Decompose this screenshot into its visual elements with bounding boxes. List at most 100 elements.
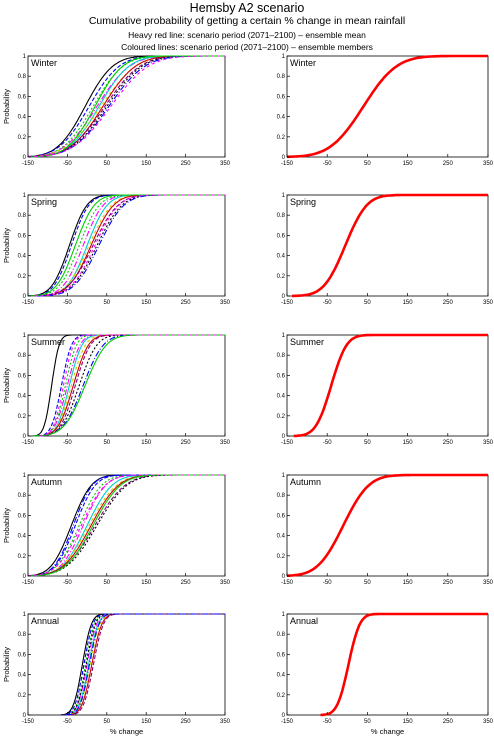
x-tick-label-autumn-members-150: 150: [141, 580, 152, 586]
x-tick-label-annual-mean-50: 50: [364, 719, 371, 725]
y-tick-label-summer-mean-0: 0: [282, 434, 286, 440]
y-tick-label-summer-mean-2: 0.4: [277, 394, 286, 400]
y-tick-label-autumn-members-2: 0.4: [18, 534, 27, 540]
x-tick-label-winter-mean-350: 350: [483, 161, 494, 167]
series-line-spring-members-11: [34, 194, 225, 297]
series-line-winter-members-9: [27, 55, 225, 158]
y-tick-label-annual-members-4: 0.8: [18, 632, 27, 638]
season-label-annual-members: Annual: [31, 616, 59, 626]
season-label-autumn-members: Autumn: [31, 477, 62, 487]
x-tick-label-summer-members-250: 250: [181, 440, 192, 446]
y-axis-label-autumn: Probability: [2, 508, 11, 543]
y-tick-label-spring-members-1: 0.2: [18, 274, 27, 280]
x-axis-label-mean: % change: [371, 727, 404, 736]
y-tick-label-annual-members-2: 0.4: [18, 673, 27, 679]
y-tick-label-autumn-mean-0: 0: [282, 574, 286, 580]
y-tick-label-autumn-mean-1: 0.2: [277, 554, 286, 560]
x-tick-label-annual-members-350: 350: [220, 719, 231, 725]
x-tick-label-annual-mean-150: 150: [403, 719, 414, 725]
x-tick-label-spring-members-350: 350: [220, 300, 231, 306]
y-tick-label-winter-mean-0: 0: [282, 155, 286, 161]
series-line-autumn-members-7: [27, 474, 225, 577]
page-title: Hemsby A2 scenario: [189, 1, 305, 15]
x-tick-label-autumn-mean--50: -50: [323, 580, 332, 586]
season-label-winter-members: Winter: [31, 58, 57, 68]
series-line-annual-members-8: [64, 613, 225, 716]
y-tick-label-annual-mean-4: 0.8: [277, 632, 286, 638]
x-tick-label-summer-members--150: -150: [22, 440, 35, 446]
y-tick-label-winter-members-3: 0.6: [18, 94, 27, 100]
panel-frame-summer-mean: [286, 334, 489, 437]
x-tick-label-autumn-mean-350: 350: [483, 580, 494, 586]
series-line-winter-members-11: [28, 55, 225, 158]
y-tick-label-annual-mean-0: 0: [282, 713, 286, 719]
season-label-spring-mean: Spring: [290, 197, 316, 207]
y-tick-label-spring-members-4: 0.8: [18, 213, 27, 219]
x-tick-label-summer-members-150: 150: [141, 440, 152, 446]
y-tick-label-autumn-members-5: 1: [23, 473, 27, 479]
x-tick-label-winter-members--50: -50: [63, 161, 72, 167]
x-tick-label-spring-mean-350: 350: [483, 300, 494, 306]
page-subtitle: Cumulative probability of getting a cert…: [88, 15, 406, 27]
y-tick-label-annual-members-3: 0.6: [18, 652, 27, 658]
x-tick-label-summer-members--50: -50: [63, 440, 72, 446]
y-axis-label-summer: Probability: [2, 368, 11, 403]
y-tick-label-spring-members-2: 0.4: [18, 254, 27, 260]
series-line-autumn-members-1: [27, 474, 225, 577]
y-tick-label-summer-members-3: 0.6: [18, 373, 27, 379]
y-tick-label-winter-mean-4: 0.8: [277, 74, 286, 80]
series-line-winter-members-10: [28, 55, 225, 158]
x-tick-label-summer-mean--150: -150: [281, 440, 294, 446]
x-tick-label-annual-members-150: 150: [141, 719, 152, 725]
y-tick-label-spring-mean-3: 0.6: [277, 233, 286, 239]
season-label-annual-mean: Annual: [290, 616, 318, 626]
x-tick-label-winter-mean--50: -50: [323, 161, 332, 167]
x-tick-label-autumn-mean-50: 50: [364, 580, 371, 586]
x-tick-label-annual-members--50: -50: [63, 719, 72, 725]
y-tick-label-summer-mean-5: 1: [282, 333, 286, 339]
series-line-annual-mean-0: [320, 612, 488, 717]
season-label-spring-members: Spring: [31, 197, 57, 207]
x-tick-label-summer-members-350: 350: [220, 440, 231, 446]
x-tick-label-summer-mean-350: 350: [483, 440, 494, 446]
series-line-annual-members-3: [64, 613, 225, 716]
y-tick-label-spring-mean-5: 1: [282, 193, 286, 199]
x-tick-label-annual-mean-350: 350: [483, 719, 494, 725]
series-line-winter-mean-0: [287, 54, 488, 159]
x-tick-label-spring-members--50: -50: [63, 300, 72, 306]
series-line-summer-members-9: [32, 334, 225, 437]
series-line-spring-members-3: [32, 194, 225, 297]
x-tick-label-spring-members-150: 150: [141, 300, 152, 306]
x-tick-label-winter-mean-150: 150: [403, 161, 414, 167]
series-line-summer-members-10: [32, 334, 225, 437]
y-tick-label-autumn-mean-4: 0.8: [277, 493, 286, 499]
x-tick-label-autumn-mean--150: -150: [281, 580, 294, 586]
x-tick-label-autumn-members-250: 250: [181, 580, 192, 586]
x-tick-label-summer-mean-150: 150: [403, 440, 414, 446]
panel-frame-winter-members: [27, 55, 226, 158]
x-tick-label-winter-members-350: 350: [220, 161, 231, 167]
series-line-autumn-members-10: [27, 474, 225, 577]
x-axis-label-members: % change: [110, 727, 143, 736]
y-axis-label-winter: Probability: [2, 89, 11, 124]
y-tick-label-spring-mean-4: 0.8: [277, 213, 286, 219]
x-tick-label-autumn-members--50: -50: [63, 580, 72, 586]
series-line-winter-members-3: [28, 55, 225, 158]
y-tick-label-autumn-members-3: 0.6: [18, 513, 27, 519]
season-label-summer-mean: Summer: [290, 337, 324, 347]
y-tick-label-annual-mean-5: 1: [282, 612, 286, 618]
y-tick-label-spring-mean-1: 0.2: [277, 274, 286, 280]
y-axis-label-annual: Probability: [2, 647, 11, 682]
y-tick-label-spring-members-5: 1: [23, 193, 27, 199]
y-tick-label-winter-mean-2: 0.4: [277, 115, 286, 121]
panel-frame-winter-mean: [286, 55, 489, 158]
y-tick-label-annual-mean-2: 0.4: [277, 673, 286, 679]
x-tick-label-winter-members-50: 50: [103, 161, 110, 167]
x-tick-label-autumn-members-50: 50: [103, 580, 110, 586]
season-label-autumn-mean: Autumn: [290, 477, 321, 487]
series-line-spring-mean-0: [292, 193, 488, 298]
x-tick-label-spring-mean-150: 150: [403, 300, 414, 306]
panel-frame-spring-mean: [286, 194, 489, 297]
y-tick-label-summer-members-2: 0.4: [18, 394, 27, 400]
